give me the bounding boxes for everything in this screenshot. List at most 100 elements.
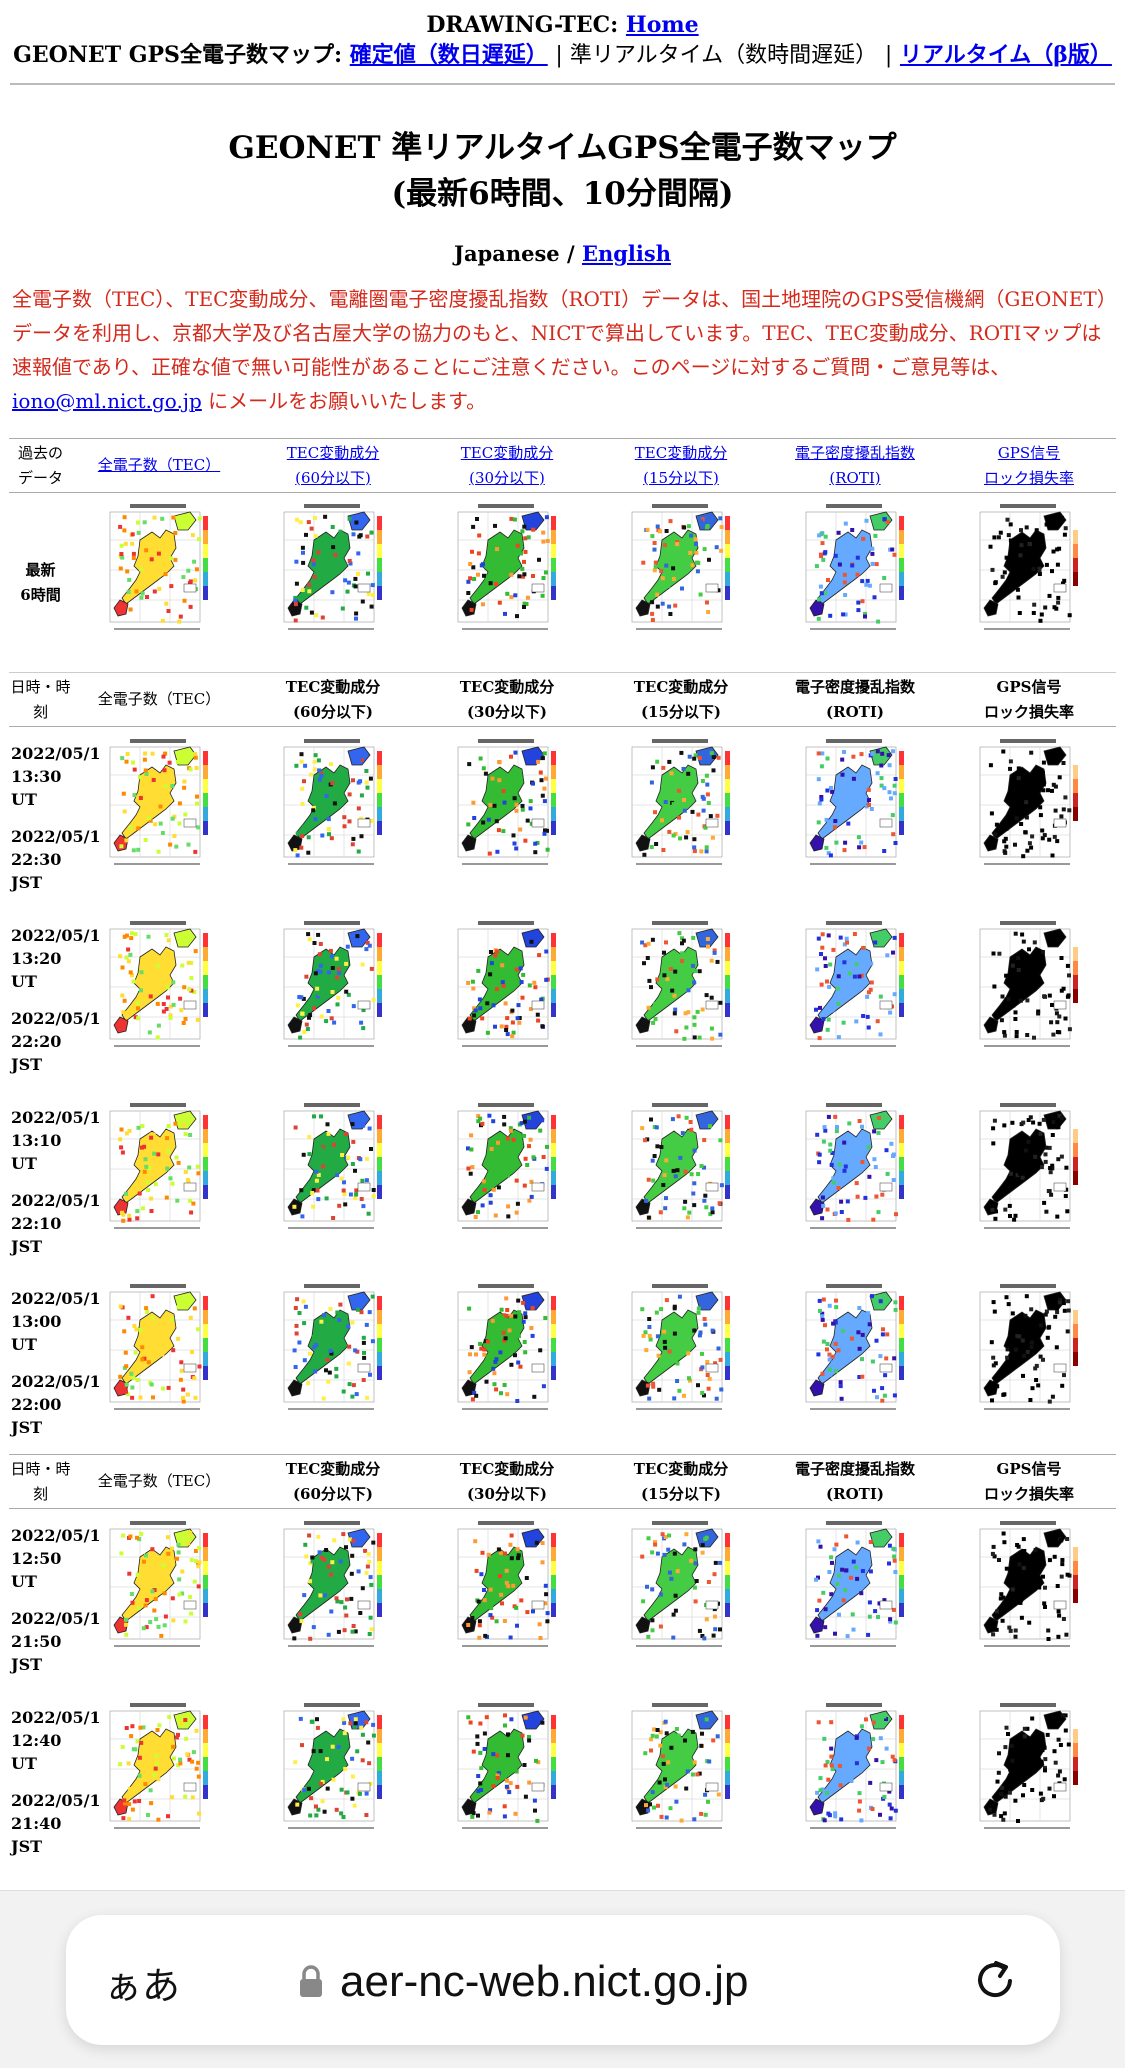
map-thumbnail[interactable] [970, 734, 1088, 893]
map-thumbnail[interactable] [448, 916, 566, 1075]
map-thumbnail[interactable] [796, 734, 914, 893]
map-cell[interactable] [420, 1509, 594, 1691]
map-cell[interactable] [72, 1273, 246, 1455]
column-title[interactable]: TEC変動成分 [460, 443, 554, 462]
map-thumbnail[interactable] [622, 734, 740, 893]
map-thumbnail[interactable] [796, 499, 914, 658]
map-cell[interactable] [768, 492, 942, 673]
map-thumbnail[interactable] [274, 1698, 392, 1857]
past-header-col-4[interactable]: 電子密度擾乱指数 (ROTI) [768, 438, 942, 493]
map-thumbnail[interactable] [100, 1098, 218, 1257]
map-cell[interactable] [942, 909, 1116, 1091]
url-text[interactable]: aer-nc-web.nict.go.jp [340, 1957, 749, 2006]
map-thumbnail[interactable] [970, 1280, 1088, 1439]
map-cell[interactable] [246, 1273, 420, 1455]
map-thumbnail[interactable] [622, 1516, 740, 1675]
map-thumbnail[interactable] [796, 916, 914, 1075]
map-cell[interactable] [420, 1691, 594, 1873]
map-thumbnail[interactable] [970, 1698, 1088, 1857]
map-thumbnail[interactable] [100, 734, 218, 893]
map-thumbnail[interactable] [622, 1698, 740, 1857]
column-subtitle[interactable]: ロック損失率 [983, 468, 1074, 487]
map-cell[interactable] [594, 1273, 768, 1455]
map-thumbnail[interactable] [100, 1698, 218, 1857]
map-thumbnail[interactable] [970, 916, 1088, 1075]
map-thumbnail[interactable] [100, 916, 218, 1075]
map-thumbnail[interactable] [622, 1280, 740, 1439]
map-thumbnail[interactable] [274, 916, 392, 1075]
map-thumbnail[interactable] [100, 1516, 218, 1675]
map-thumbnail[interactable] [622, 1098, 740, 1257]
map-cell[interactable] [594, 909, 768, 1091]
map-cell[interactable] [72, 1691, 246, 1873]
map-cell[interactable] [594, 1509, 768, 1691]
map-cell[interactable] [246, 1091, 420, 1273]
map-cell[interactable] [942, 1091, 1116, 1273]
map-thumbnail[interactable] [796, 1098, 914, 1257]
text-size-button[interactable]: ぁあ [104, 1964, 181, 2008]
map-cell[interactable] [942, 1509, 1116, 1691]
map-cell[interactable] [246, 1509, 420, 1691]
map-cell[interactable] [942, 1691, 1116, 1873]
past-header-col-5[interactable]: GPS信号ロック損失率 [942, 438, 1116, 493]
map-thumbnail[interactable] [100, 499, 218, 658]
past-header-col-2[interactable]: TEC変動成分 (30分以下) [420, 438, 594, 493]
map-thumbnail[interactable] [448, 1698, 566, 1857]
reload-icon[interactable] [970, 1955, 1020, 2005]
confirmed-link[interactable]: 確定値（数日遅延） [349, 42, 548, 68]
realtime-link[interactable]: リアルタイム（β版） [899, 42, 1112, 68]
map-cell[interactable] [594, 1691, 768, 1873]
map-cell[interactable] [72, 1091, 246, 1273]
map-thumbnail[interactable] [796, 1280, 914, 1439]
map-cell[interactable] [72, 727, 246, 909]
column-subtitle[interactable]: (ROTI) [829, 468, 881, 487]
map-thumbnail[interactable] [100, 1280, 218, 1439]
map-thumbnail[interactable] [448, 1516, 566, 1675]
map-cell[interactable] [594, 1091, 768, 1273]
map-cell[interactable] [420, 1091, 594, 1273]
map-cell[interactable] [942, 727, 1116, 909]
past-header-col-0[interactable]: 全電子数（TEC） [72, 438, 246, 493]
map-cell[interactable] [420, 492, 594, 673]
past-header-col-1[interactable]: TEC変動成分 (60分以下) [246, 438, 420, 493]
map-thumbnail[interactable] [970, 499, 1088, 658]
column-title[interactable]: TEC変動成分 [634, 443, 728, 462]
url-pill[interactable]: ぁあ aer-nc-web.nict.go.jp [66, 1915, 1060, 2045]
lang-english-link[interactable]: English [581, 241, 671, 266]
map-cell[interactable] [768, 1091, 942, 1273]
map-cell[interactable] [768, 727, 942, 909]
column-title[interactable]: GPS信号 [997, 443, 1061, 462]
map-cell[interactable] [768, 1509, 942, 1691]
column-subtitle[interactable]: (30分以下) [469, 468, 545, 487]
map-cell[interactable] [246, 492, 420, 673]
map-cell[interactable] [420, 909, 594, 1091]
map-cell[interactable] [420, 727, 594, 909]
map-thumbnail[interactable] [274, 734, 392, 893]
map-cell[interactable] [246, 1691, 420, 1873]
map-cell[interactable] [768, 1273, 942, 1455]
home-link[interactable]: Home [625, 12, 699, 38]
map-cell[interactable] [72, 909, 246, 1091]
map-thumbnail[interactable] [448, 1098, 566, 1257]
map-thumbnail[interactable] [274, 1098, 392, 1257]
map-thumbnail[interactable] [448, 499, 566, 658]
map-thumbnail[interactable] [970, 1098, 1088, 1257]
email-link[interactable]: iono@ml.nict.go.jp [12, 389, 202, 413]
map-cell[interactable] [768, 909, 942, 1091]
column-title[interactable]: TEC変動成分 [286, 443, 380, 462]
map-cell[interactable] [942, 1273, 1116, 1455]
map-thumbnail[interactable] [622, 916, 740, 1075]
map-cell[interactable] [768, 1691, 942, 1873]
map-cell[interactable] [594, 727, 768, 909]
map-cell[interactable] [942, 492, 1116, 673]
map-cell[interactable] [594, 492, 768, 673]
past-header-col-3[interactable]: TEC変動成分 (15分以下) [594, 438, 768, 493]
map-cell[interactable] [420, 1273, 594, 1455]
column-subtitle[interactable]: (15分以下) [643, 468, 719, 487]
map-cell[interactable] [246, 909, 420, 1091]
map-thumbnail[interactable] [796, 1698, 914, 1857]
map-thumbnail[interactable] [274, 499, 392, 658]
map-thumbnail[interactable] [622, 499, 740, 658]
map-thumbnail[interactable] [970, 1516, 1088, 1675]
map-thumbnail[interactable] [274, 1280, 392, 1439]
